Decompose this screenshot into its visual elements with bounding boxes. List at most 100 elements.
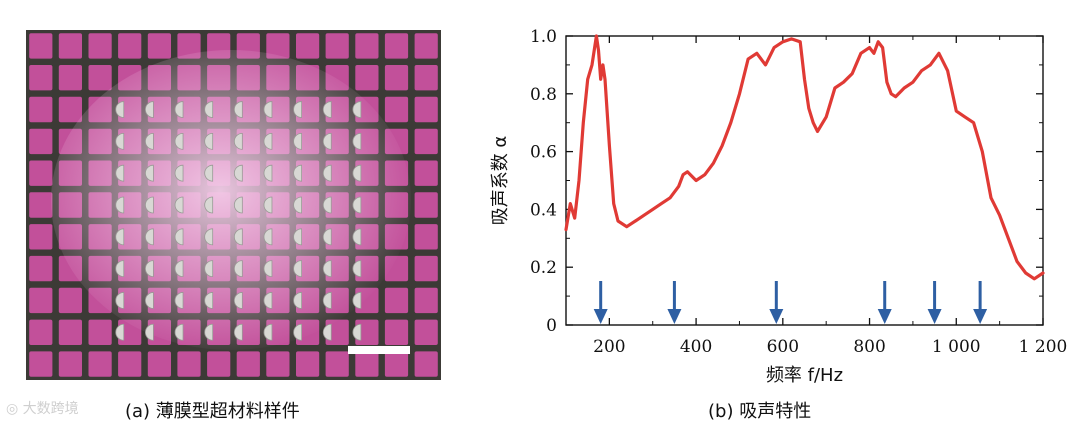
resonance-arrow — [769, 281, 784, 324]
absorption-curve — [564, 34, 1045, 281]
grid-cell — [29, 160, 53, 186]
grid-cell — [147, 351, 171, 377]
membrane-mass — [234, 196, 243, 214]
membrane-mass — [322, 196, 332, 214]
membrane-mass — [322, 101, 332, 118]
membrane-mass — [352, 292, 362, 309]
membrane-mass — [115, 292, 125, 309]
grid-cell — [384, 33, 409, 59]
membrane-mass — [352, 196, 362, 214]
membrane-mass — [322, 292, 332, 309]
membrane-mass — [115, 228, 125, 246]
membrane-mass — [352, 228, 362, 246]
grid-cell — [58, 351, 82, 377]
membrane-mass — [174, 323, 184, 341]
membrane-mass — [234, 228, 243, 246]
membrane-mass — [174, 196, 184, 214]
grid-cell — [325, 33, 349, 59]
membrane-mass — [293, 292, 303, 309]
membrane-mass — [322, 260, 332, 278]
x-axis-label: 频率 f/Hz — [766, 365, 843, 386]
membrane-mass — [234, 132, 243, 150]
grid-cell — [266, 33, 290, 59]
membrane-mass — [115, 323, 125, 341]
membrane-mass — [204, 323, 214, 341]
membrane-mass — [322, 164, 332, 182]
membrane-mass — [322, 228, 332, 246]
grid-cell — [236, 351, 260, 377]
membrane-mass — [145, 196, 154, 214]
resonance-arrow — [973, 281, 988, 324]
membrane-mass — [263, 260, 273, 278]
grid-cell — [325, 351, 349, 377]
grid-cell — [29, 255, 53, 282]
watermark-logo-icon: ◎ — [6, 401, 19, 417]
resonance-arrow — [877, 281, 892, 324]
grid-cell — [266, 351, 290, 377]
membrane-mass — [263, 101, 273, 118]
membrane-mass — [263, 323, 273, 341]
caption-a: (a) 薄膜型超材料样件 — [125, 401, 300, 422]
membrane-mass — [234, 260, 243, 278]
membrane-mass — [352, 260, 362, 278]
membrane-mass — [204, 196, 214, 214]
membrane-mass — [204, 132, 214, 150]
membrane-mass — [293, 260, 303, 278]
grid-cell — [29, 192, 53, 218]
x-tick-label: 1 000 — [932, 337, 981, 357]
grid-cell — [147, 33, 171, 59]
grid-cell — [384, 65, 409, 91]
grid-cell — [118, 33, 142, 59]
grid-cell — [88, 33, 112, 59]
grid-cell — [414, 351, 438, 377]
grid-cell — [29, 287, 53, 314]
membrane-mass — [234, 292, 243, 309]
membrane-mass — [204, 260, 214, 278]
membrane-mass — [145, 164, 154, 182]
membrane-mass — [174, 101, 184, 118]
grid-cell — [296, 33, 320, 59]
y-tick-label: 0.8 — [530, 85, 557, 105]
membrane-mass — [263, 292, 273, 309]
watermark: ◎ 大数跨境 — [6, 398, 79, 418]
grid-cell — [58, 319, 82, 345]
grid-cell — [355, 351, 379, 377]
grid-cell — [88, 319, 112, 345]
membrane-mass — [293, 101, 303, 118]
grid-cell — [414, 128, 438, 155]
x-tick-label: 1 200 — [1019, 337, 1068, 357]
membrane-mass — [204, 228, 214, 246]
grid-cell — [414, 160, 438, 186]
grid-cell — [88, 65, 112, 91]
grid-cell — [29, 224, 53, 250]
resonance-arrow — [593, 281, 608, 324]
membrane-mass — [145, 323, 154, 341]
grid-cell — [118, 351, 142, 377]
membrane-mass — [115, 132, 125, 150]
membrane-mass — [352, 101, 362, 118]
grid-cell — [207, 351, 231, 377]
grid-cell — [296, 351, 320, 377]
membrane-mass — [293, 323, 303, 341]
membrane-mass — [234, 323, 243, 341]
y-tick-label: 0.4 — [530, 200, 557, 220]
membrane-mass — [145, 132, 154, 150]
grid-cell — [384, 319, 409, 345]
membrane-mass — [204, 101, 214, 118]
membrane-mass — [145, 292, 154, 309]
grid-cell — [58, 287, 82, 314]
membrane-mass — [322, 132, 332, 150]
grid-cell — [29, 33, 53, 59]
grid-cell — [58, 33, 82, 59]
grid-cell — [414, 65, 438, 91]
membrane-mass — [145, 101, 154, 118]
grid-cell — [414, 255, 438, 282]
membrane-mass — [115, 196, 125, 214]
sample-photo — [26, 30, 441, 380]
scale-bar — [348, 346, 410, 354]
membrane-mass — [352, 132, 362, 150]
membrane-mass — [234, 101, 243, 118]
x-tick-label: 800 — [853, 337, 885, 357]
membrane-mass — [293, 196, 303, 214]
